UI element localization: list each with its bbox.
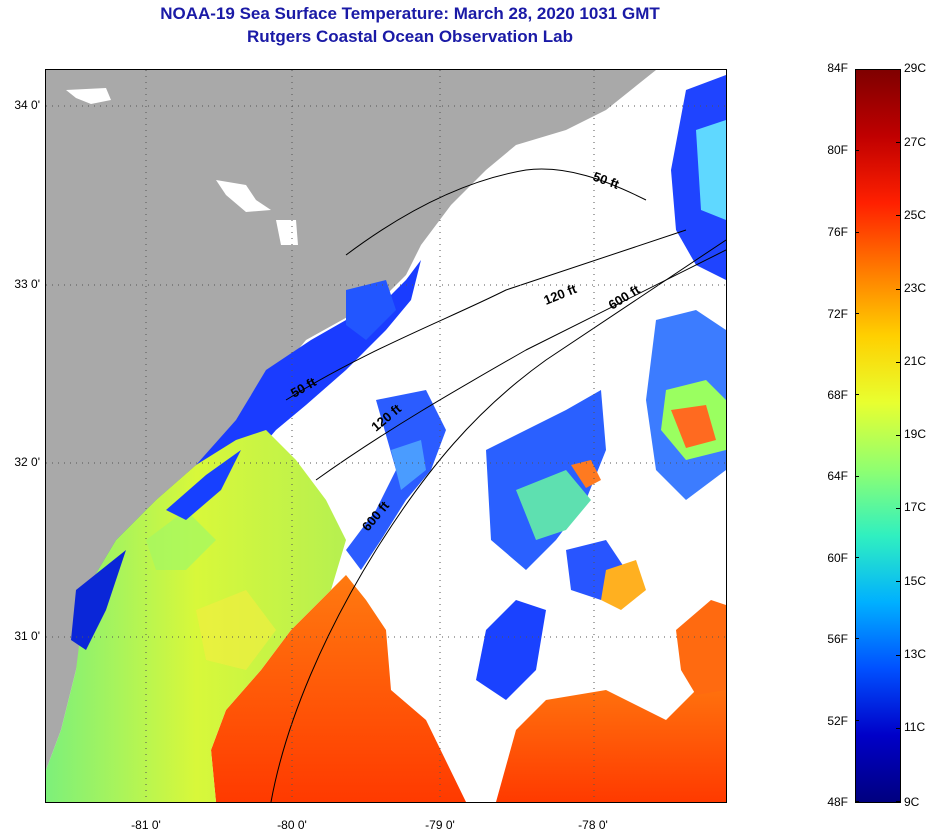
map-title: NOAA-19 Sea Surface Temperature: March 2… bbox=[160, 4, 660, 23]
colorbar-label-f: 48F bbox=[827, 795, 848, 809]
colorbar-label-c: 29C bbox=[904, 61, 927, 75]
colorbar-label-f: 56F bbox=[827, 632, 848, 646]
sst-map: 50 ft 120 ft 600 ft 50 ft 120 ft 600 ft bbox=[45, 69, 727, 803]
colorbar-label-f: 76F bbox=[827, 225, 848, 239]
colorbar-label-c: 15C bbox=[904, 574, 927, 588]
colorbar-label-c: 27C bbox=[904, 135, 927, 149]
colorbar-tick-f bbox=[855, 638, 859, 640]
colorbar-tick-f bbox=[855, 150, 859, 152]
colorbar-tick-f bbox=[855, 719, 859, 721]
lat-label-32: 32 0' bbox=[14, 455, 40, 469]
colorbar-label-c: 19C bbox=[904, 427, 927, 441]
colorbar-tick-c bbox=[896, 508, 900, 510]
lon-label-80: -80 0' bbox=[277, 818, 307, 832]
colorbar-label-f: 64F bbox=[827, 469, 848, 483]
colorbar-label-c: 23C bbox=[904, 281, 927, 295]
colorbar-tick-c bbox=[896, 215, 900, 217]
colorbar-tick-f bbox=[855, 231, 859, 233]
colorbar-label-f: 72F bbox=[827, 307, 848, 321]
colorbar-label-f: 68F bbox=[827, 388, 848, 402]
lat-label-33: 33 0' bbox=[14, 277, 40, 291]
colorbar-tick-c bbox=[896, 581, 900, 583]
colorbar-tick-f bbox=[855, 69, 859, 70]
lat-label-34: 34 0' bbox=[14, 98, 40, 112]
colorbar-label-f: 52F bbox=[827, 714, 848, 728]
lon-label-79: -79 0' bbox=[425, 818, 455, 832]
colorbar-tick-c bbox=[896, 142, 900, 144]
colorbar-tick-f bbox=[855, 475, 859, 477]
warm-gulf-stream-water bbox=[211, 575, 466, 802]
colorbar-tick-c bbox=[896, 361, 900, 363]
land-mass bbox=[46, 70, 656, 770]
nearshore-water bbox=[46, 430, 346, 802]
lon-label-78: -78 0' bbox=[578, 818, 608, 832]
colorbar-tick-f bbox=[855, 394, 859, 396]
colorbar-tick-c bbox=[896, 435, 900, 436]
sst-map-canvas: 50 ft 120 ft 600 ft 50 ft 120 ft 600 ft bbox=[46, 70, 726, 802]
lon-label-81: -81 0' bbox=[131, 818, 161, 832]
colorbar-tick-c bbox=[896, 801, 900, 802]
map-subtitle: Rutgers Coastal Ocean Observation Lab bbox=[247, 27, 573, 46]
graticule bbox=[46, 70, 726, 802]
colorbar-label-c: 17C bbox=[904, 500, 927, 514]
colorbar-tick-c bbox=[896, 727, 900, 729]
colorbar-label-f: 80F bbox=[827, 143, 848, 157]
colorbar-tick-f bbox=[855, 313, 859, 314]
colorbar-label-c: 25C bbox=[904, 208, 927, 222]
lat-label-31: 31 0' bbox=[14, 629, 40, 643]
colorbar-tick-f bbox=[855, 801, 859, 802]
temperature-colorbar bbox=[855, 69, 901, 803]
colorbar-label-c: 11C bbox=[904, 720, 926, 734]
colorbar-label-c: 13C bbox=[904, 647, 927, 661]
colorbar-tick-c bbox=[896, 654, 900, 656]
colorbar-label-c: 9C bbox=[904, 795, 920, 809]
colorbar-tick-c bbox=[896, 69, 900, 70]
shelf-blue-patches bbox=[346, 390, 446, 570]
colorbar-label-f: 60F bbox=[827, 551, 848, 565]
colorbar-tick-f bbox=[855, 557, 859, 558]
colorbar-tick-c bbox=[896, 288, 900, 290]
colorbar-label-f: 84F bbox=[827, 61, 848, 75]
colorbar-label-c: 21C bbox=[904, 354, 927, 368]
